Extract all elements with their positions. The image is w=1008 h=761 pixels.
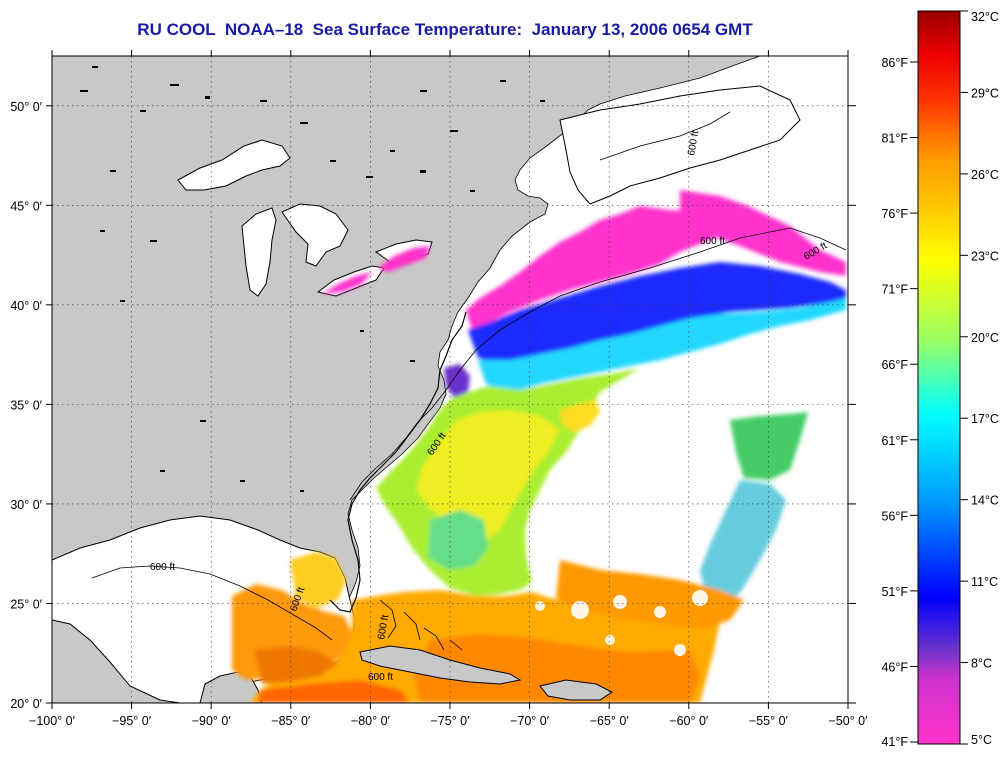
lake-superior [177,139,291,191]
lon-tick-label: −65° 0′ [590,714,630,728]
lat-tick-label: 35° 0′ [10,398,42,412]
lon-tick-label: −60° 0′ [669,714,709,728]
celsius-label: 11°C [971,575,998,589]
fahrenheit-label: 81°F [881,132,908,146]
lon-tick-label: −50° 0′ [829,714,869,728]
contour-label: 600 ft [376,614,391,641]
celsius-label: 5°C [971,733,992,747]
lon-tick-label: −90° 0′ [192,714,232,728]
lon-tick-label: −100° 0′ [29,714,76,728]
lon-tick-label: −85° 0′ [271,714,311,728]
hudson-gulf-white [559,85,801,205]
axis-ticks: −100° 0′ −95° 0′ −90° 0′ −85° 0′ −80° 0′ −75°… [10,50,868,728]
cloud-specks [535,590,708,656]
lake-huron [281,203,349,267]
celsius-label: 26°C [971,168,999,182]
sst-data-layer [232,190,846,703]
inland-lakes [80,66,545,492]
lon-tick-label: −80° 0′ [351,714,391,728]
colorbar: 32°C 29°C 26°C 23°C 20°C 17°C 14°C 11°C 8°C 5°C 86… [881,10,998,749]
lat-tick-label: 50° 0′ [10,100,42,114]
us-east-coastline [329,311,467,613]
fahrenheit-label: 66°F [881,358,908,372]
lon-tick-label: −70° 0′ [510,714,550,728]
fahrenheit-label: 61°F [881,434,908,448]
celsius-label: 29°C [971,86,999,100]
lon-tick-label: −95° 0′ [112,714,152,728]
map-title: RU COOL NOAA–18 Sea Surface Temperature:… [137,20,753,39]
fahrenheit-label: 51°F [881,585,908,599]
lon-tick-label: −55° 0′ [749,714,789,728]
colorbar-labels: 32°C 29°C 26°C 23°C 20°C 17°C 14°C 11°C 8°C 5°C 86… [881,10,998,749]
bahamas-outline [379,599,463,651]
lat-tick-label: 40° 0′ [10,299,42,313]
isobath-600ft-atlantic [349,227,847,501]
fahrenheit-label: 76°F [881,207,908,221]
fahrenheit-label: 71°F [881,283,908,297]
celsius-label: 20°C [971,331,999,345]
isobath-600ft-labrador [599,111,731,161]
contour-label: 600 ft [150,562,175,573]
fahrenheit-label: 41°F [881,735,908,749]
celsius-label: 8°C [971,657,992,671]
colorbar-gradient [917,10,961,745]
hispaniola-outline [539,679,613,701]
lake-michigan [241,207,277,297]
lat-tick-label: 30° 0′ [10,498,42,512]
contour-label: 600 ft [700,236,725,247]
fahrenheit-label: 46°F [881,660,908,674]
fahrenheit-label: 86°F [881,56,908,70]
lon-tick-label: −75° 0′ [431,714,471,728]
celsius-label: 32°C [971,10,999,24]
contour-label: 600 ft [686,130,701,157]
fahrenheit-label: 56°F [881,509,908,523]
celsius-label: 17°C [971,412,999,426]
map-area [52,56,848,703]
cuba-outline [359,645,522,685]
contour-label: 600 ft [368,672,393,683]
lat-tick-label: 20° 0′ [10,697,42,711]
yucatan-land [52,619,181,703]
isobath-600ft-gulf [91,565,333,641]
celsius-label: 23°C [971,249,999,263]
lat-tick-label: 25° 0′ [10,597,42,611]
lat-tick-label: 45° 0′ [10,199,42,213]
celsius-label: 14°C [971,494,999,508]
